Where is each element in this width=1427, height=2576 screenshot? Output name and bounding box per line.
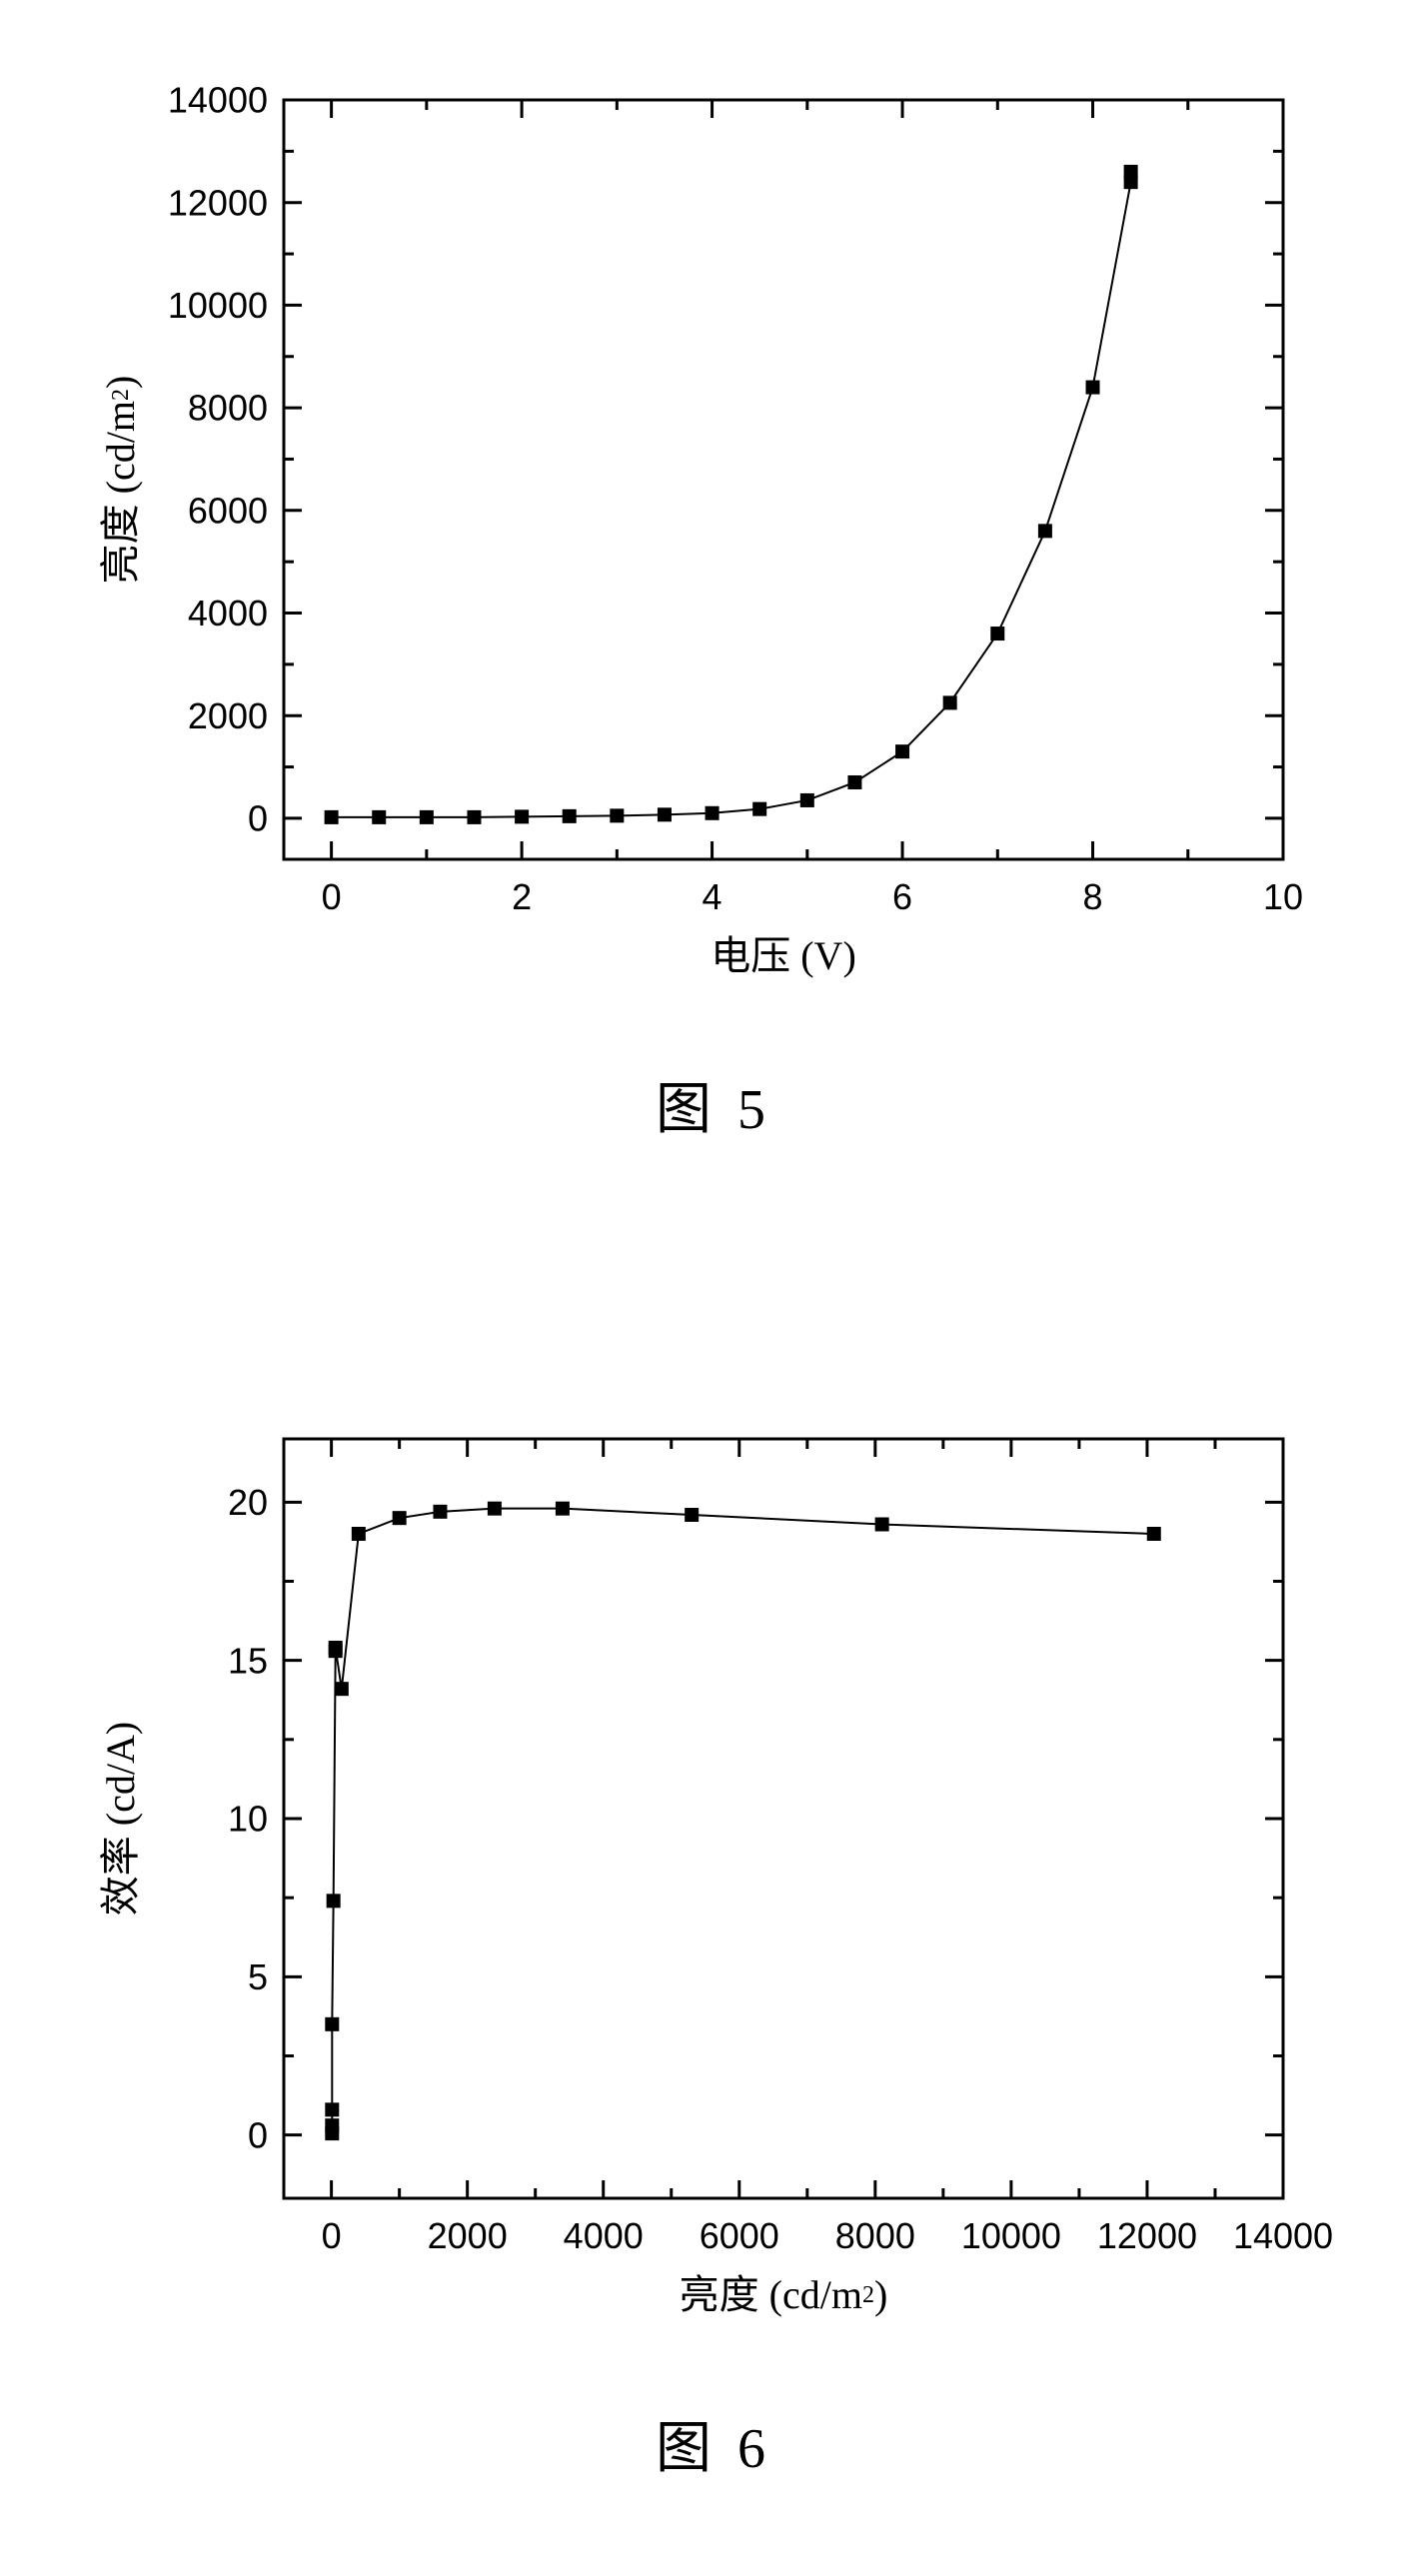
svg-text:6000: 6000 <box>700 2215 779 2256</box>
svg-text:8000: 8000 <box>835 2215 915 2256</box>
figure-6-plot: 0 2000 4000 6000 8000 10000 12000 14000 0 5 10 15 20… <box>64 1379 1363 2378</box>
svg-text:10: 10 <box>1263 876 1303 917</box>
svg-text:6: 6 <box>892 876 912 917</box>
page: 024681002000400060008000100001200014000电… <box>0 0 1427 2576</box>
svg-text:0: 0 <box>248 2114 268 2155</box>
svg-text:14000: 14000 <box>168 80 268 121</box>
svg-text:5: 5 <box>248 1956 268 1997</box>
svg-text:2: 2 <box>512 876 532 917</box>
svg-text:0: 0 <box>248 798 268 839</box>
figure-5: 0 2 4 6 8 10 0 2000 4000 6000 8000 10000 12000 14000 电… <box>64 40 1363 1145</box>
svg-text:20: 20 <box>228 1482 268 1523</box>
svg-text:10: 10 <box>228 1799 268 1840</box>
svg-text:8: 8 <box>1083 876 1103 917</box>
svg-text:电压 (V): 电压 (V) <box>711 933 856 978</box>
svg-text:12000: 12000 <box>1097 2215 1197 2256</box>
svg-text:14000: 14000 <box>1233 2215 1333 2256</box>
svg-text:亮度 (cd/m2): 亮度 (cd/m2) <box>680 2272 888 2317</box>
svg-text:2000: 2000 <box>428 2215 508 2256</box>
svg-text:4000: 4000 <box>188 593 268 634</box>
svg-text:效率 (cd/A): 效率 (cd/A) <box>98 1722 143 1916</box>
svg-text:6000: 6000 <box>188 490 268 531</box>
svg-text:8000: 8000 <box>188 388 268 429</box>
svg-text:2000: 2000 <box>188 695 268 736</box>
svg-text:4000: 4000 <box>564 2215 644 2256</box>
figure-6: 0 2000 4000 6000 8000 10000 12000 14000 0 5 10 15 20… <box>64 1379 1363 2484</box>
svg-text:10000: 10000 <box>168 285 268 326</box>
svg-text:4: 4 <box>703 876 722 917</box>
svg-text:0: 0 <box>322 2215 342 2256</box>
figure-5-plot: 0 2 4 6 8 10 0 2000 4000 6000 8000 10000 12000 14000 电… <box>64 40 1363 1039</box>
svg-text:12000: 12000 <box>168 182 268 223</box>
svg-text:15: 15 <box>228 1640 268 1681</box>
svg-text:亮度 (cd/m2): 亮度 (cd/m2) <box>98 376 143 585</box>
figure-5-caption: 图 5 <box>64 1064 1363 1145</box>
svg-text:10000: 10000 <box>961 2215 1061 2256</box>
figure-6-caption: 图 6 <box>64 2403 1363 2484</box>
svg-text:0: 0 <box>322 876 342 917</box>
